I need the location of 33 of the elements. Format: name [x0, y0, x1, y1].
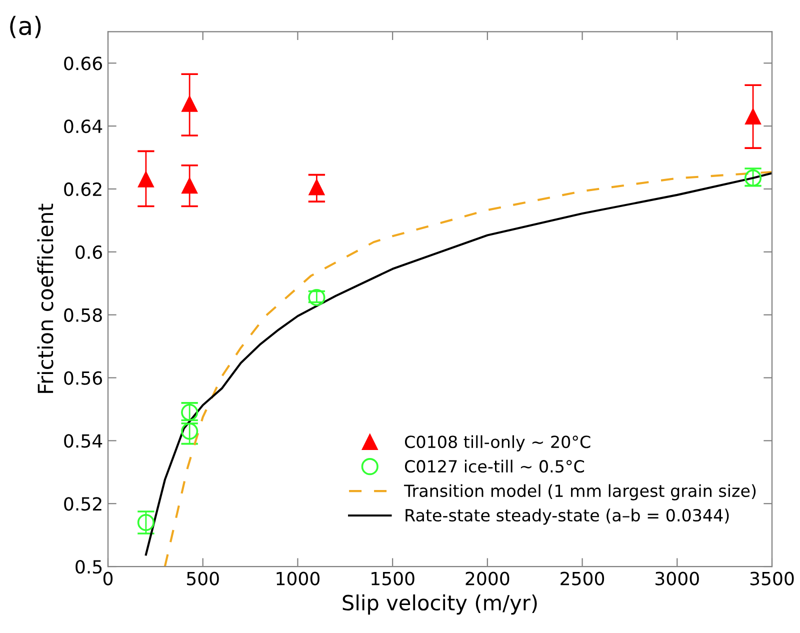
legend-label: Rate-state steady-state (a–b = 0.0344): [406, 508, 729, 525]
y-tick-label: 0.54: [64, 434, 102, 448]
x-tick-label: 500: [187, 572, 219, 586]
y-axis-title: Friction coefficient: [37, 204, 54, 393]
point: [181, 404, 198, 421]
point: [182, 96, 198, 112]
x-tick-label: 1000: [276, 572, 320, 586]
x-tick-label: 2500: [560, 572, 604, 586]
point: [308, 180, 325, 196]
y-tick-label: 0.64: [64, 120, 102, 134]
point: [182, 178, 198, 194]
point: [745, 108, 761, 124]
point: [137, 514, 154, 532]
y-tick-label: 0.6: [76, 245, 102, 260]
legend-label: C0108 till-only ~ 20°C: [404, 435, 590, 452]
y-tick-label: 0.62: [64, 182, 102, 196]
legend-label: Transition model (1 mm largest grain size): [404, 484, 756, 500]
x-axis-title: Slip velocity (m/yr): [342, 594, 537, 615]
point: [181, 422, 198, 440]
x-tick-label: 1500: [372, 572, 414, 586]
y-tick-label: 0.56: [64, 371, 102, 385]
x-tick-label: 3000: [656, 572, 699, 586]
y-tick-label: 0.58: [64, 308, 102, 322]
x-tick-label: 3500: [750, 572, 794, 586]
x-tick-label: 0: [103, 572, 113, 586]
legend-label: C0127 ice-till ~ 0.5°C: [404, 460, 584, 473]
point: [308, 288, 326, 306]
y-tick-label: 0.52: [64, 497, 102, 511]
chart-title: (a): [10, 16, 41, 38]
point: [138, 172, 154, 188]
x-tick-label: 2000: [466, 572, 510, 586]
y-tick-label: 0.5: [76, 560, 102, 574]
y-tick-label: 0.66: [64, 56, 102, 70]
